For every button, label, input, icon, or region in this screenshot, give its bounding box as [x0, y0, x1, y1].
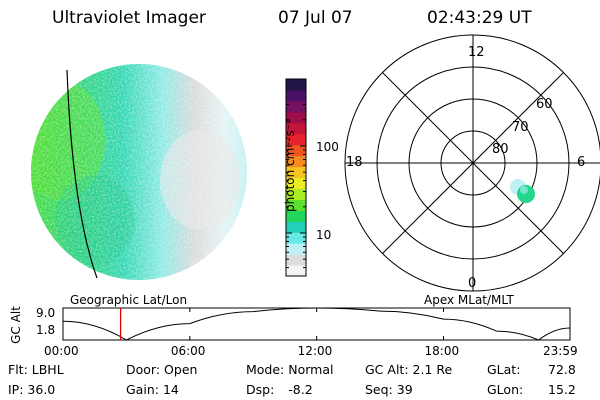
colorbar-segment	[286, 199, 306, 211]
glon-label: GLon:	[487, 382, 524, 397]
xtick-label: 06:00	[170, 344, 206, 358]
gain-value: 14	[162, 382, 179, 397]
colorbar-segment	[286, 210, 306, 222]
colorbar-segment	[286, 265, 306, 277]
gain-label: Gain:	[126, 382, 159, 397]
colorbar-segment	[286, 111, 306, 124]
lat-label-60: 60	[536, 97, 553, 112]
door-value: Open	[164, 362, 198, 377]
colorbar-segment	[286, 166, 306, 179]
colorbar-segment	[286, 144, 306, 157]
flt-value: LBHL	[31, 362, 64, 377]
colorbar-tick-label: 100	[316, 140, 339, 154]
seq-value: 39	[396, 382, 413, 397]
glat-value: 72.8	[548, 362, 576, 377]
timeline-frame	[62, 307, 571, 341]
time-label: 02:43:29 UT	[427, 8, 532, 28]
colorbar-segment	[286, 254, 306, 266]
door-label: Door:	[126, 362, 161, 377]
xtick-label: 12:00	[297, 344, 333, 358]
colorbar-frame	[285, 78, 307, 277]
altitude-line	[62, 307, 571, 341]
ytick-label: 9.0	[36, 306, 56, 320]
colorbar-segment	[286, 122, 306, 135]
colorbar-segment	[286, 79, 306, 91]
colorbar-tick-label: 10	[316, 228, 332, 242]
gcalt-label: GC Alt:	[365, 362, 409, 377]
gcalt-value: 2.1 Re	[412, 362, 453, 377]
apex-label: Apex MLat/MLT	[424, 293, 514, 307]
colorbar-segment	[286, 133, 306, 146]
geographic-label: Geographic Lat/Lon	[70, 293, 188, 307]
mode-value: Normal	[288, 362, 334, 377]
colorbar-segment	[286, 221, 306, 233]
ytick-label: 1.8	[36, 323, 56, 337]
colorbar-segment	[286, 155, 306, 168]
date-label: 07 Jul 07	[278, 8, 353, 28]
seq-label: Seq:	[365, 382, 393, 397]
lat-label-80: 80	[492, 142, 509, 157]
colorbar-segment	[286, 243, 306, 255]
flt-label: Flt:	[8, 362, 28, 377]
dsp-value: -8.2	[288, 382, 313, 397]
ip-label: IP:	[8, 382, 24, 397]
mode-label: Mode:	[246, 362, 285, 377]
xtick-label: 18:00	[424, 344, 460, 358]
xtick-label: 23:59	[543, 344, 578, 358]
clock-label-12: 12	[468, 45, 485, 60]
clock-label-0: 0	[468, 276, 477, 291]
colorbar-segment	[286, 100, 306, 113]
glon-value: 15.2	[548, 382, 576, 397]
lat-label-70: 70	[512, 120, 529, 135]
glat-label: GLat:	[487, 362, 521, 377]
colorbar-segment	[286, 232, 306, 244]
colorbar-segment	[286, 177, 306, 190]
colorbar-segment	[286, 89, 306, 102]
xtick-label: 00:00	[44, 344, 79, 358]
ip-value: 36.0	[27, 382, 56, 397]
instrument-title: Ultraviolet Imager	[52, 8, 206, 28]
dsp-label: Dsp:	[246, 382, 275, 397]
colorbar-segment	[286, 188, 306, 200]
clock-label-18: 18	[346, 155, 363, 170]
clock-label-6: 6	[577, 155, 586, 170]
